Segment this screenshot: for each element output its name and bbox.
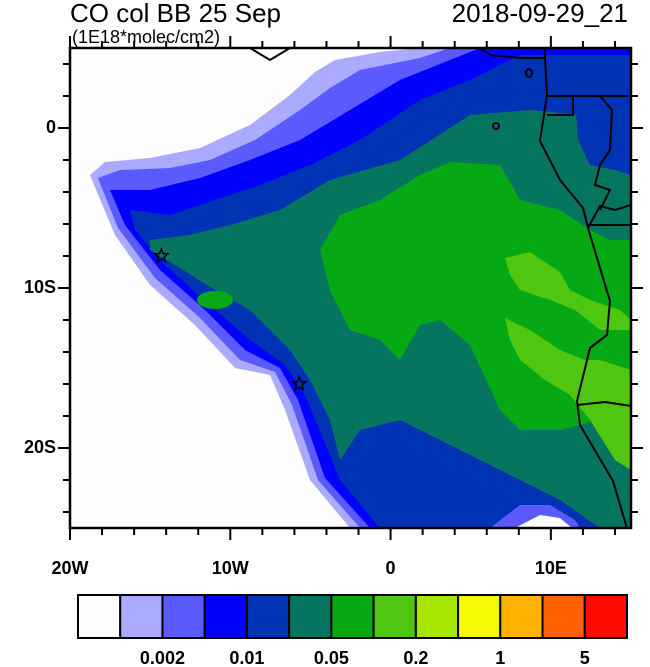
colorbar-label: 0.002 bbox=[139, 648, 185, 667]
level-6-patch-west bbox=[197, 291, 233, 309]
lat-label: 0 bbox=[45, 117, 56, 137]
plot-units: (1E18*molec/cm2) bbox=[72, 27, 221, 47]
lon-label: 0 bbox=[385, 558, 396, 578]
lon-label: 10E bbox=[534, 558, 567, 578]
colorbar-box bbox=[245, 594, 291, 639]
level-7-region-north bbox=[505, 252, 631, 330]
level-4-patch-congo bbox=[575, 98, 631, 175]
colorbar-label: 0.01 bbox=[229, 648, 265, 667]
colorbar-box bbox=[541, 594, 586, 639]
colorbar-box bbox=[583, 594, 628, 639]
lon-label: 20W bbox=[51, 558, 89, 578]
colorbar-label: 1 bbox=[495, 648, 506, 667]
plot-datetime: 2018-09-29_21 bbox=[451, 0, 628, 28]
colorbar bbox=[77, 594, 628, 639]
coastline bbox=[249, 48, 631, 528]
star-marker-icon bbox=[290, 374, 308, 392]
lon-label: 10W bbox=[211, 558, 249, 578]
lat-label: 20S bbox=[23, 437, 56, 457]
markers bbox=[152, 246, 308, 392]
colorbar-box bbox=[372, 594, 417, 639]
colorbar-box bbox=[161, 594, 206, 639]
colorbar-box bbox=[330, 594, 375, 639]
colorbar-box bbox=[77, 594, 122, 639]
lat-label: 10S bbox=[23, 277, 56, 297]
axis-ticks bbox=[58, 36, 643, 540]
colorbar-box bbox=[203, 594, 248, 639]
plot-title: CO col BB 25 Sep bbox=[70, 0, 281, 28]
colorbar-label: 0.2 bbox=[403, 648, 429, 667]
colorbar-label: 0.05 bbox=[313, 648, 349, 667]
star-marker-icon bbox=[152, 246, 171, 264]
co-field bbox=[70, 48, 631, 528]
colorbar-label: 5 bbox=[579, 648, 590, 667]
colorbar-box bbox=[119, 594, 164, 639]
colorbar-box bbox=[288, 594, 333, 639]
colorbar-box bbox=[457, 594, 502, 639]
colorbar-box bbox=[499, 594, 544, 639]
colorbar-box bbox=[414, 594, 460, 639]
level-7-region-south bbox=[505, 318, 631, 470]
level-0-patch-south bbox=[515, 515, 572, 528]
